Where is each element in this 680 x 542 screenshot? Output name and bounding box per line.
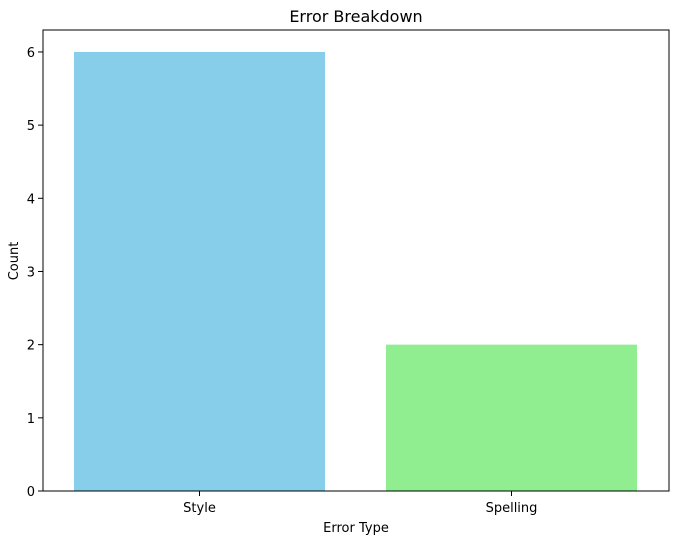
y-tick-label: 4	[27, 192, 35, 207]
y-tick-label: 5	[27, 119, 35, 134]
bar-style	[74, 51, 325, 491]
x-axis-ticks: Style Spelling	[183, 491, 537, 516]
y-tick-label: 0	[27, 485, 35, 500]
plot-frame	[42, 29, 670, 492]
x-tick-label: Style	[183, 501, 216, 516]
y-axis-label: Count	[7, 242, 22, 281]
bars-group	[74, 51, 637, 491]
chart-title: Error Breakdown	[289, 7, 422, 26]
y-tick-label: 2	[27, 339, 35, 354]
y-axis-ticks: 0 1 2 3 4 5 6	[27, 46, 43, 500]
y-tick-label: 6	[27, 46, 35, 61]
x-tick-label: Spelling	[486, 501, 538, 516]
y-tick-label: 3	[27, 265, 35, 280]
bar-spelling	[386, 344, 637, 491]
x-axis-label: Error Type	[323, 521, 389, 536]
y-tick-label: 1	[27, 412, 35, 427]
